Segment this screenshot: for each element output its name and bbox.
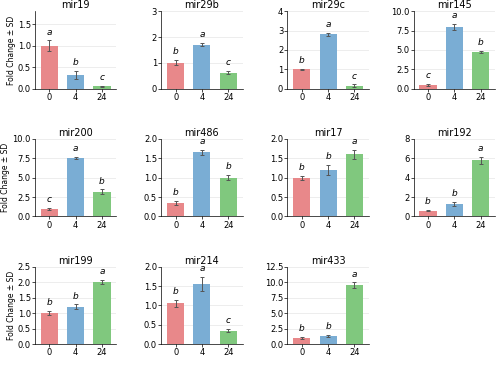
Bar: [194, 284, 210, 344]
Bar: [67, 307, 84, 344]
Bar: [472, 160, 489, 216]
Bar: [346, 154, 363, 216]
Text: a: a: [99, 267, 104, 276]
Title: mir19: mir19: [62, 0, 90, 10]
Text: a: a: [73, 144, 78, 153]
Title: mir199: mir199: [58, 256, 93, 266]
Y-axis label: Fold Change ± SD: Fold Change ± SD: [2, 143, 11, 212]
Text: a: a: [199, 137, 204, 146]
Text: b: b: [299, 324, 304, 333]
Text: b: b: [73, 58, 78, 67]
Bar: [320, 336, 336, 344]
Text: b: b: [173, 188, 178, 197]
Text: b: b: [478, 38, 484, 47]
Bar: [94, 86, 110, 89]
Y-axis label: Fold Change ± SD: Fold Change ± SD: [6, 15, 16, 85]
Text: b: b: [299, 163, 304, 172]
Text: a: a: [478, 144, 484, 153]
Y-axis label: Fold Change ± SD: Fold Change ± SD: [6, 271, 16, 340]
Text: b: b: [325, 152, 331, 162]
Text: b: b: [46, 298, 52, 307]
Title: mir486: mir486: [184, 128, 219, 138]
Text: b: b: [425, 197, 431, 206]
Bar: [320, 34, 336, 89]
Text: a: a: [352, 137, 357, 146]
Title: mir145: mir145: [437, 0, 472, 10]
Text: a: a: [46, 28, 52, 37]
Text: b: b: [325, 322, 331, 331]
Title: mir17: mir17: [314, 128, 342, 138]
Bar: [94, 282, 110, 344]
Bar: [194, 153, 210, 216]
Text: b: b: [452, 189, 457, 198]
Bar: [320, 170, 336, 216]
Bar: [472, 52, 489, 89]
Text: b: b: [226, 162, 231, 171]
Title: mir433: mir433: [311, 256, 346, 266]
Bar: [41, 46, 58, 89]
Text: c: c: [426, 71, 430, 80]
Bar: [420, 211, 436, 216]
Title: mir200: mir200: [58, 128, 93, 138]
Text: b: b: [99, 177, 105, 186]
Title: mir29b: mir29b: [184, 0, 220, 10]
Text: b: b: [299, 56, 304, 65]
Bar: [294, 178, 310, 216]
Bar: [220, 178, 236, 216]
Bar: [41, 209, 58, 216]
Text: c: c: [352, 71, 357, 80]
Text: c: c: [226, 316, 230, 325]
Text: a: a: [352, 270, 357, 279]
Bar: [294, 338, 310, 344]
Bar: [446, 27, 463, 89]
Text: c: c: [100, 73, 104, 82]
Text: a: a: [199, 30, 204, 39]
Bar: [346, 86, 363, 89]
Text: a: a: [199, 264, 204, 273]
Bar: [167, 303, 184, 344]
Bar: [194, 45, 210, 89]
Bar: [41, 313, 58, 344]
Text: a: a: [452, 11, 457, 20]
Text: b: b: [73, 292, 78, 301]
Bar: [346, 285, 363, 344]
Text: c: c: [47, 195, 52, 204]
Bar: [220, 331, 236, 344]
Bar: [420, 85, 436, 89]
Bar: [67, 158, 84, 216]
Title: mir29c: mir29c: [311, 0, 345, 10]
Bar: [67, 75, 84, 89]
Bar: [167, 203, 184, 216]
Bar: [167, 63, 184, 89]
Bar: [446, 204, 463, 216]
Text: b: b: [173, 47, 178, 56]
Text: c: c: [226, 58, 230, 67]
Title: mir214: mir214: [184, 256, 220, 266]
Title: mir192: mir192: [437, 128, 472, 138]
Bar: [220, 73, 236, 89]
Bar: [294, 69, 310, 89]
Text: a: a: [326, 21, 331, 30]
Bar: [94, 191, 110, 216]
Text: b: b: [173, 287, 178, 296]
